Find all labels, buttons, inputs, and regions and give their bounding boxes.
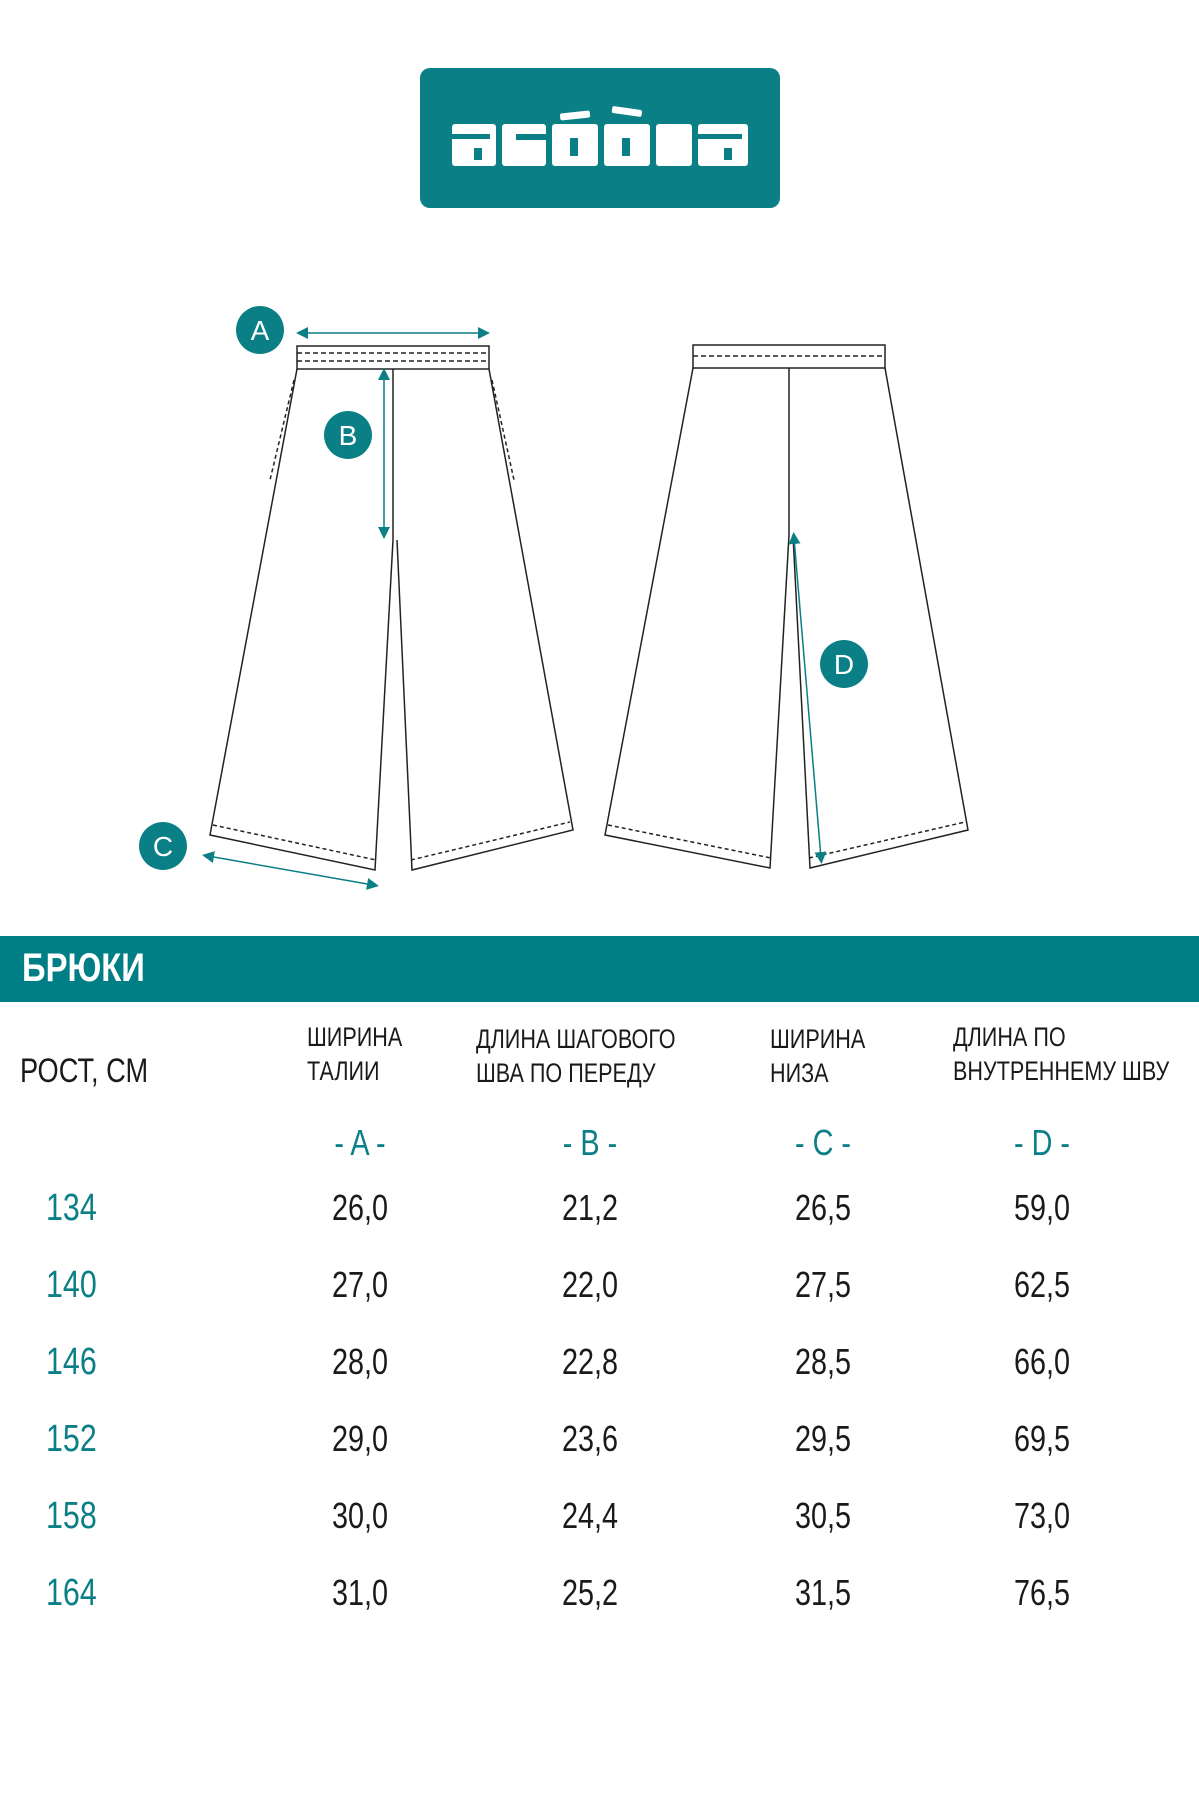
- column-letter-b: - B -: [562, 1122, 618, 1163]
- section-title: БРЮКИ: [22, 946, 145, 990]
- column-header-a: ШИРИНА ТАЛИИ: [307, 1022, 403, 1086]
- table-cell: 66,0: [1013, 1341, 1071, 1382]
- table-cell: 62,5: [1013, 1264, 1071, 1305]
- table-cell: 22,8: [561, 1341, 619, 1382]
- table-cell: 59,0: [1013, 1187, 1071, 1228]
- table-cell: 29,0: [331, 1418, 389, 1459]
- table-cell: 31,5: [794, 1572, 852, 1613]
- table-cell: 24,4: [561, 1495, 619, 1536]
- table-cell: 28,5: [794, 1341, 852, 1382]
- svg-text:D: D: [834, 649, 854, 680]
- column-header-c: ШИРИНА НИЗА: [770, 1024, 866, 1088]
- size-header: РОСТ, СМ: [20, 1052, 149, 1090]
- svg-text:C: C: [153, 831, 173, 862]
- logo-wordmark-icon: [452, 106, 748, 166]
- table-cell: 69,5: [1013, 1418, 1071, 1459]
- marker-d: [820, 640, 868, 688]
- row-size: 164: [46, 1572, 97, 1614]
- column-letter-a: - A -: [334, 1122, 386, 1163]
- table-cell: 21,2: [561, 1187, 619, 1228]
- arrow-d: [788, 532, 827, 864]
- svg-text:B: B: [339, 420, 358, 451]
- table-cell: 30,5: [794, 1495, 852, 1536]
- table-cell: 31,0: [331, 1572, 389, 1613]
- column-header-b: ДЛИНА ШАГОВОГО ШВА ПО ПЕРЕДУ: [476, 1024, 676, 1088]
- row-size: 146: [46, 1341, 97, 1383]
- row-size: 152: [46, 1418, 97, 1460]
- pants-diagram: A B C D: [139, 306, 969, 890]
- table-cell: 27,0: [331, 1264, 389, 1305]
- row-size: 140: [46, 1264, 97, 1306]
- table-cell: 73,0: [1013, 1495, 1071, 1536]
- table-cell: 28,0: [331, 1341, 389, 1382]
- acoola-logo: [420, 68, 780, 208]
- front-view: [209, 345, 574, 871]
- table-cell: 27,5: [794, 1264, 852, 1305]
- table-cell: 30,0: [331, 1495, 389, 1536]
- arrow-c: [202, 851, 379, 890]
- table-cell: 29,5: [794, 1418, 852, 1459]
- table-cell: 76,5: [1013, 1572, 1071, 1613]
- column-letter-c: - C -: [794, 1122, 851, 1163]
- table-cell: 26,5: [794, 1187, 852, 1228]
- table-cell: 25,2: [561, 1572, 619, 1613]
- marker-a: [236, 306, 284, 354]
- svg-text:A: A: [251, 315, 270, 346]
- row-size: 158: [46, 1495, 97, 1537]
- back-view: [604, 344, 969, 869]
- column-header-d: ДЛИНА ПО ВНУТРЕННЕМУ ШВУ: [953, 1022, 1170, 1086]
- row-size: 134: [46, 1187, 97, 1229]
- table-cell: 23,6: [561, 1418, 619, 1459]
- table-cell: 22,0: [561, 1264, 619, 1305]
- table-cell: 26,0: [331, 1187, 389, 1228]
- column-letter-d: - D -: [1013, 1122, 1070, 1163]
- marker-c: [139, 822, 187, 870]
- section-header: БРЮКИ: [0, 936, 1199, 1002]
- marker-b: [324, 411, 372, 459]
